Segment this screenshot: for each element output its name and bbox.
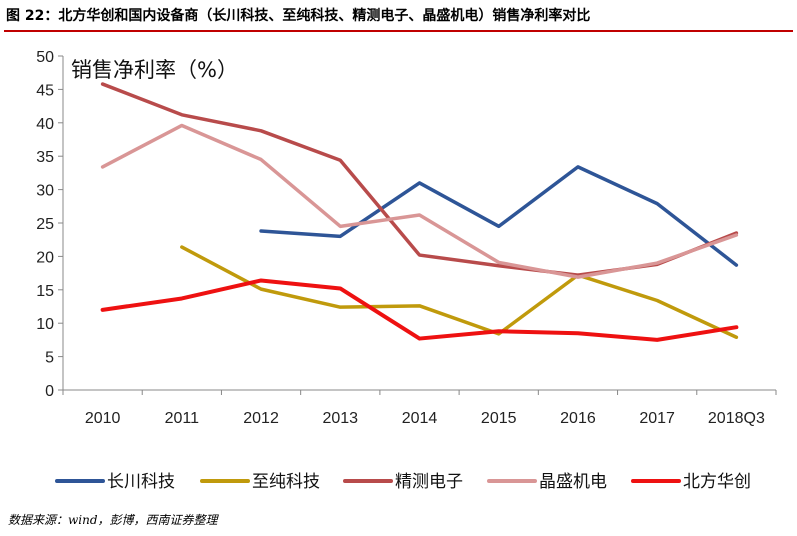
x-tick-label: 2011: [165, 410, 200, 427]
title-divider: [4, 30, 793, 32]
y-tick-label: 50: [36, 49, 54, 66]
legend-label: 长川科技: [107, 472, 175, 492]
legend: 长川科技 至纯科技 精测电子 晶盛机电 北方华创: [55, 472, 751, 492]
legend-label: 北方华创: [683, 472, 751, 492]
x-tick-label: 2010: [85, 410, 121, 427]
series-line: [100, 123, 739, 279]
line-chart: 0 5 10 15 20 25 30 35 40 45 50 2010 2011 2012 2013 2014…: [36, 49, 777, 492]
y-tick-label: 35: [36, 149, 54, 166]
y-axis-title: 销售净利率（%）: [71, 58, 238, 82]
y-tick-label: 30: [36, 183, 54, 200]
y-tick-label: 25: [36, 216, 54, 233]
series-line: [180, 245, 739, 339]
y-tick-label: 15: [36, 283, 54, 300]
x-tick-label: 2013: [322, 410, 358, 427]
series-line: [259, 165, 739, 267]
series-line: [100, 278, 739, 342]
y-tick-label: 45: [36, 82, 54, 99]
y-tick-label: 20: [36, 249, 54, 266]
x-tick-label: 2018Q3: [708, 410, 765, 427]
plot-area: [100, 82, 739, 342]
x-tick-label: 2014: [402, 410, 438, 427]
source-note: 数据来源：wind，彭博，西南证券整理: [8, 513, 218, 527]
y-tick-label: 40: [36, 116, 54, 133]
y-tick-label: 5: [45, 350, 54, 367]
x-tick-label: 2012: [243, 410, 279, 427]
series-line: [100, 82, 739, 277]
legend-label: 至纯科技: [252, 472, 320, 492]
legend-label: 精测电子: [395, 472, 463, 492]
x-tick-label: 2017: [639, 410, 675, 427]
x-tick-label: 2016: [560, 410, 596, 427]
x-tick-label: 2015: [481, 410, 517, 427]
y-tick-label: 10: [36, 316, 54, 333]
axes: 0 5 10 15 20 25 30 35 40 45 50 2010 2011 2012 2013 2014…: [36, 49, 777, 427]
y-tick-label: 0: [45, 383, 54, 400]
legend-label: 晶盛机电: [539, 472, 607, 492]
figure-title: 图 22：北方华创和国内设备商（长川科技、至纯科技、精测电子、晶盛机电）销售净利…: [6, 8, 591, 24]
